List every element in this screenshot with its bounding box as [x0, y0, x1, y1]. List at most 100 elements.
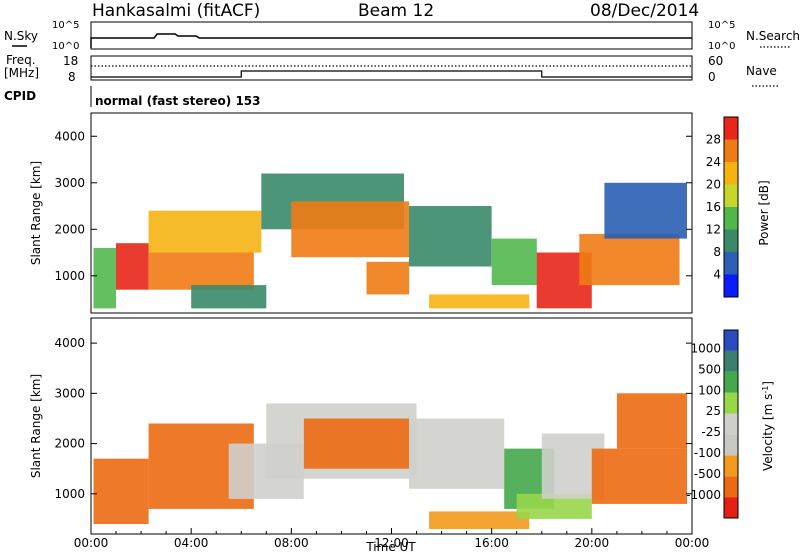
- x-tick-label: 16:00: [474, 536, 509, 550]
- freq-line: [91, 70, 692, 78]
- nsky-tick-top: 10^5: [52, 20, 79, 31]
- y-tick-label: 2000: [54, 222, 85, 236]
- colorbar-segment: [724, 497, 738, 518]
- power-cells: [93, 173, 687, 309]
- nave-tick-bottom: 0: [708, 70, 716, 84]
- x-tick-label: 00:00: [675, 536, 710, 550]
- x-tick-label: 00:00: [74, 536, 109, 550]
- colorbar-tick-label: -25: [701, 425, 721, 439]
- echo-region: [591, 448, 687, 504]
- colorbar-segment: [724, 229, 738, 252]
- velocity-panel: 1000 2000 3000 4000 00:00 04:00 08:00 12:00 16:…: [29, 317, 775, 554]
- echo-region: [579, 233, 680, 286]
- time-xlabel: Time UT: [365, 540, 416, 554]
- nsky-label: N.Sky: [4, 29, 38, 43]
- echo-region: [429, 511, 530, 529]
- velocity-xticks: 00:00 04:00 08:00 12:00 16:00 20:00 00:00: [74, 528, 710, 550]
- colorbar-segment: [724, 455, 738, 477]
- colorbar-segment: [724, 274, 738, 297]
- colorbar-tick-label: -1000: [686, 488, 721, 502]
- freq-tick-bottom: 8: [68, 70, 76, 84]
- velocity-colorbar: 1000 500 100 25 -25 -100 -500 -1000: [686, 329, 739, 519]
- power-panel: 1000 2000 3000 4000 Slant Range [km] 4 8 12 16…: [29, 112, 771, 314]
- nsearch-tick-bottom: 10^0: [708, 41, 735, 52]
- colorbar-tick-label: -500: [694, 467, 721, 481]
- nsky-frame: [90, 21, 693, 50]
- colorbar-tick-label: 12: [706, 223, 721, 237]
- colorbar-segment: [724, 162, 738, 185]
- echo-region: [148, 210, 262, 253]
- echo-region: [429, 294, 530, 309]
- echo-region: [291, 201, 409, 258]
- y-tick-label: 4000: [54, 129, 85, 143]
- colorbar-segment: [724, 392, 738, 414]
- echo-region: [366, 261, 410, 295]
- y-tick-label: 1000: [54, 487, 85, 501]
- colorbar-tick-label: 24: [706, 155, 721, 169]
- cpid-label: CPID: [4, 89, 36, 103]
- x-tick-label: 08:00: [274, 536, 309, 550]
- nsearch-tick-top: 10^5: [708, 20, 735, 31]
- colorbar-segment: [724, 139, 738, 162]
- power-cbar-label: Power [dB]: [757, 180, 771, 245]
- y-tick-label: 1000: [54, 269, 85, 283]
- colorbar-segment: [724, 350, 738, 372]
- x-tick-label: 04:00: [174, 536, 209, 550]
- nsearch-label: N.Search: [746, 29, 800, 43]
- echo-region: [148, 252, 254, 290]
- echo-region: [191, 285, 267, 309]
- y-tick-label: 2000: [54, 437, 85, 451]
- colorbar-segment: [724, 434, 738, 456]
- velocity-yticks: 1000 2000 3000 4000: [54, 336, 692, 501]
- colorbar-segment: [724, 207, 738, 230]
- freq-unit-label: [MHz]: [4, 66, 39, 80]
- colorbar-tick-label: 1000: [690, 342, 721, 356]
- date-title: 08/Dec/2014: [590, 1, 699, 21]
- nave-tick-top: 60: [708, 54, 723, 68]
- colorbar-segment: [724, 330, 738, 351]
- velocity-cells: [93, 393, 687, 529]
- echo-region: [409, 418, 505, 489]
- colorbar-frame: [723, 329, 739, 519]
- freq-frame: [90, 55, 693, 81]
- echo-region: [303, 418, 410, 469]
- colorbar-segment: [724, 371, 738, 393]
- echo-region: [491, 238, 537, 286]
- y-tick-label: 3000: [54, 176, 85, 190]
- colorbar-tick-label: 28: [706, 133, 721, 147]
- cpid-panel: CPID normal (fast stereo) 153: [4, 86, 261, 108]
- velocity-ylabel: Slant Range [km]: [29, 374, 43, 478]
- power-yticks: 1000 2000 3000 4000: [54, 129, 692, 283]
- y-tick-label: 4000: [54, 336, 85, 350]
- cpid-value: normal (fast stereo) 153: [95, 94, 261, 108]
- echo-region: [616, 393, 687, 449]
- colorbar-tick-label: 8: [713, 245, 721, 259]
- colorbar-segment: [724, 413, 738, 435]
- colorbar-tick-label: 20: [706, 178, 721, 192]
- colorbar-tick-label: 100: [698, 383, 721, 397]
- x-tick-label: 20:00: [575, 536, 610, 550]
- echo-region: [93, 458, 149, 524]
- echo-region: [116, 243, 149, 290]
- colorbar-tick-label: 25: [706, 404, 721, 418]
- echo-region: [93, 247, 116, 309]
- colorbar-tick-label: 500: [698, 362, 721, 376]
- power-colorbar: 4 8 12 16 20 24 28: [706, 116, 739, 298]
- nsky-tick-bottom: 10^0: [52, 41, 79, 52]
- colorbar-tick-label: 4: [713, 268, 721, 282]
- colorbar-segment: [724, 184, 738, 207]
- freq-tick-top: 18: [63, 54, 78, 68]
- power-ylabel: Slant Range [km]: [29, 161, 43, 265]
- colorbar-segment: [724, 476, 738, 498]
- station-title: Hankasalmi (fitACF): [92, 1, 260, 21]
- echo-region: [409, 206, 492, 267]
- nsky-panel: N.Sky 10^5 10^0 10^5 10^0 N.Search: [4, 20, 800, 52]
- colorbar-tick-label: -100: [694, 446, 721, 460]
- colorbar-frame: [723, 116, 739, 298]
- x-tick-label: 12:00: [374, 536, 409, 550]
- freq-label: Freq.: [6, 53, 36, 67]
- colorbar-tick-label: 16: [706, 200, 721, 214]
- freq-panel: Freq. [MHz] 18 8 60 0 Nave: [4, 53, 780, 87]
- echo-region: [604, 182, 687, 239]
